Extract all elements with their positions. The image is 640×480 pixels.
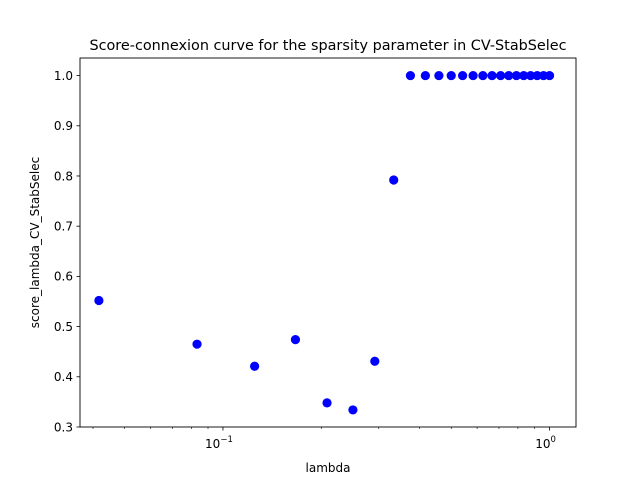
data-point (526, 70, 536, 81)
data-point (192, 339, 202, 349)
y-axis-label: score_lambda_CV_StabSelec (28, 157, 42, 328)
data-point (544, 70, 555, 81)
data-point (504, 70, 514, 81)
y-tick-label: 0.5 (54, 320, 73, 334)
data-point (370, 356, 380, 366)
data-point (348, 405, 358, 415)
chart-title: Score-connexion curve for the sparsity p… (89, 38, 566, 54)
data-point (478, 70, 488, 81)
data-point (389, 175, 399, 185)
y-tick-label: 0.6 (54, 270, 73, 284)
data-point (457, 70, 468, 81)
data-point (519, 70, 529, 81)
data-point (250, 361, 260, 371)
y-tick-label: 0.7 (54, 219, 73, 233)
y-tick-label: 0.4 (54, 370, 73, 384)
x-axis-label: lambda (306, 461, 351, 475)
data-point (420, 70, 430, 81)
data-point (487, 70, 497, 81)
data-point (290, 335, 301, 345)
y-tick-label: 0.9 (54, 119, 73, 133)
data-point (496, 70, 506, 81)
data-point (94, 295, 104, 306)
data-point (446, 70, 456, 81)
plot-area-frame (79, 57, 577, 428)
y-axis-ticks: 0.3 0.4 0.5 0.6 0.7 0.8 0.9 1.0 (54, 69, 80, 434)
data-point (532, 70, 542, 81)
y-tick-label: 1.0 (54, 69, 73, 83)
x-tick-label: 10−1 (205, 435, 233, 451)
data-point (511, 70, 522, 81)
data-points (94, 70, 555, 415)
y-tick-label: 0.8 (54, 169, 73, 183)
x-axis-ticks: 10−1 100 (92, 427, 556, 451)
data-point (434, 70, 444, 81)
data-point (468, 70, 478, 81)
y-tick-label: 0.3 (54, 420, 73, 434)
data-point (322, 398, 332, 408)
x-tick-label: 100 (535, 435, 556, 451)
data-point (405, 70, 416, 81)
